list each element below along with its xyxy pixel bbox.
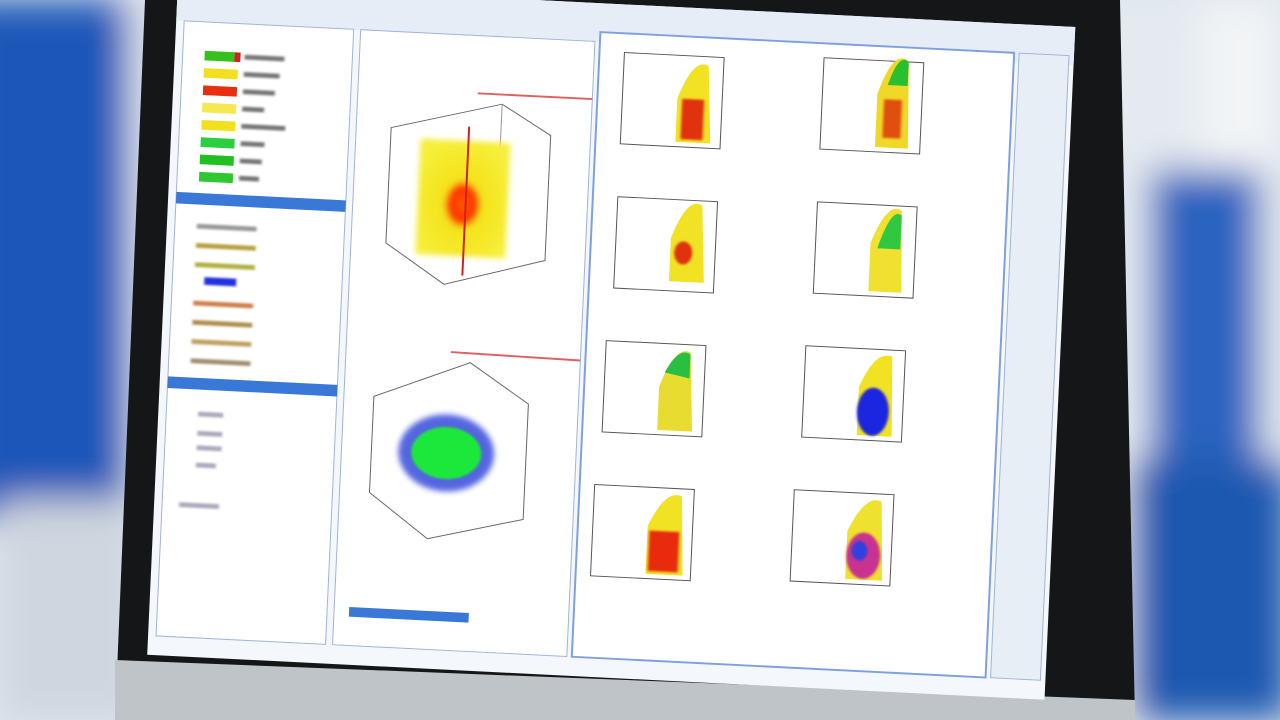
section-header <box>167 376 338 397</box>
monitor-base <box>115 660 1135 720</box>
legend-list <box>198 50 286 184</box>
section-header <box>175 191 346 212</box>
dot-plot <box>801 345 907 443</box>
dot-plot <box>812 201 918 299</box>
dot-plot <box>819 57 925 155</box>
status-bar <box>348 607 469 623</box>
channel-list <box>190 223 257 367</box>
screen <box>147 0 1076 700</box>
cube-plot-1 <box>385 92 593 285</box>
dot-plot <box>619 52 725 150</box>
cube-plot-2 <box>368 351 581 540</box>
dot-plot <box>613 196 719 294</box>
options-list <box>178 411 224 509</box>
dot-plot <box>601 340 707 438</box>
dot-plot <box>589 483 695 582</box>
dot-plot <box>789 489 895 587</box>
